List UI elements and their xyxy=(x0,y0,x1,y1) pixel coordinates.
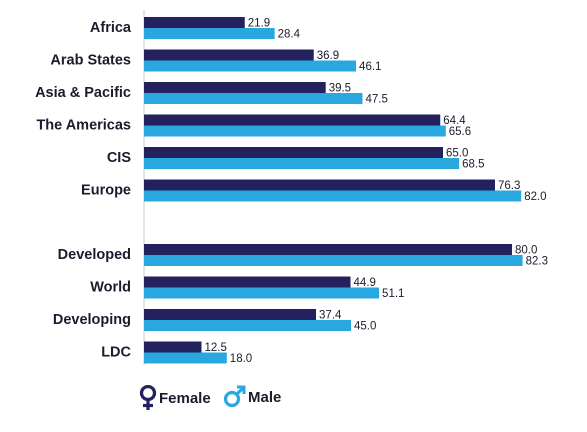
category-label: Developing xyxy=(53,312,131,328)
bar-female xyxy=(144,82,326,93)
bar-female xyxy=(144,17,245,28)
category-label: The Americas xyxy=(36,118,131,134)
category-label: Africa xyxy=(90,20,132,36)
bar-female xyxy=(144,244,512,255)
bar-female xyxy=(144,276,351,288)
data-label-female: 80.0 xyxy=(515,245,537,257)
data-label-female: 64.4 xyxy=(443,115,466,127)
category-label: Arab States xyxy=(50,53,131,69)
data-label-male: 51.1 xyxy=(382,288,404,300)
bar-male xyxy=(144,28,275,39)
data-label-male: 68.5 xyxy=(462,159,484,171)
bar-male xyxy=(144,320,351,331)
bar-female xyxy=(144,114,441,126)
bar-male xyxy=(144,190,522,202)
data-label-female: 12.5 xyxy=(205,342,227,354)
bar-male xyxy=(144,60,357,72)
data-label-male: 82.3 xyxy=(526,256,548,268)
data-label-female: 65.0 xyxy=(446,148,468,160)
data-label-male: 47.5 xyxy=(366,94,388,106)
bar-male xyxy=(144,158,460,169)
data-label-female: 44.9 xyxy=(354,277,376,289)
legend-female: Female xyxy=(137,385,211,411)
bar-male xyxy=(144,255,523,266)
data-label-female: 39.5 xyxy=(329,83,351,95)
bar-male xyxy=(144,125,446,137)
bar-male xyxy=(144,93,363,104)
bar-female xyxy=(144,147,443,158)
data-label-male: 28.4 xyxy=(278,29,301,41)
data-label-male: 82.0 xyxy=(524,191,546,203)
bar-female xyxy=(144,179,495,191)
bar-male xyxy=(144,352,227,364)
data-label-female: 37.4 xyxy=(319,310,342,322)
data-label-male: 65.6 xyxy=(449,126,471,138)
bar-female xyxy=(144,309,317,320)
data-label-male: 46.1 xyxy=(359,61,381,73)
male-symbol-icon xyxy=(223,385,246,408)
category-label: Asia & Pacific xyxy=(35,85,131,101)
legend-male-label: Male xyxy=(248,388,282,406)
category-label: World xyxy=(90,280,131,296)
bar-female xyxy=(144,341,202,353)
data-label-female: 36.9 xyxy=(317,50,339,62)
data-label-male: 18.0 xyxy=(230,353,252,365)
category-label: Developed xyxy=(58,247,131,263)
data-label-female: 76.3 xyxy=(498,180,520,192)
data-label-female: 21.9 xyxy=(248,18,270,30)
category-label: Europe xyxy=(81,183,131,199)
data-label-male: 45.0 xyxy=(354,321,376,333)
category-label: CIS xyxy=(107,150,132,166)
legend-female-label: Female xyxy=(159,389,211,407)
bar-male xyxy=(144,287,380,299)
female-symbol-icon xyxy=(139,385,157,410)
category-label: LDC xyxy=(101,345,131,361)
bar-female xyxy=(144,49,314,61)
legend-male: Male xyxy=(222,385,281,409)
